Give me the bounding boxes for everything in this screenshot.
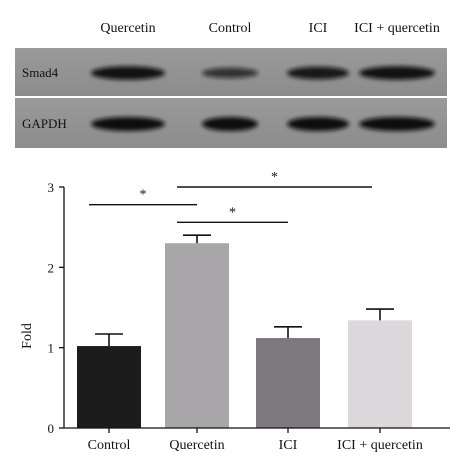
bar-ici bbox=[256, 338, 320, 428]
chart-significance-brackets: * * * bbox=[89, 170, 372, 224]
bar-control bbox=[77, 346, 141, 428]
y-tick-label: 0 bbox=[48, 421, 55, 436]
blot-row-gapdh: GAPDH bbox=[15, 98, 447, 148]
chart-bars bbox=[77, 243, 412, 428]
bar-chart: * * * 0 1 2 3 Control Quercetin ICI ICI + quercet… bbox=[20, 170, 450, 453]
x-tick-label: Control bbox=[88, 438, 131, 453]
blot-row-label: Smad4 bbox=[22, 65, 59, 80]
y-axis-label: Fold bbox=[20, 323, 35, 349]
y-tick-label: 1 bbox=[48, 341, 55, 356]
chart-axes: 0 1 2 3 Control Quercetin ICI ICI + quercetin bbox=[48, 180, 450, 453]
bar-quercetin bbox=[165, 243, 229, 428]
blot-row-smad4: Smad4 bbox=[15, 48, 447, 96]
blot-lane-label: ICI bbox=[309, 21, 328, 36]
blot-band bbox=[91, 117, 165, 131]
x-tick-label: ICI bbox=[279, 438, 298, 453]
y-tick-label: 2 bbox=[48, 260, 55, 275]
blot-band bbox=[287, 117, 349, 131]
significance-star: * bbox=[229, 205, 236, 220]
blot-lane-label: Control bbox=[209, 21, 252, 36]
blot-band bbox=[202, 67, 258, 79]
blot-rows: Smad4 GAPDH bbox=[15, 48, 447, 148]
blot-row-label: GAPDH bbox=[22, 116, 67, 131]
x-tick-label: Quercetin bbox=[169, 438, 224, 453]
chart-error-bars bbox=[95, 234, 394, 347]
significance-star: * bbox=[140, 188, 147, 203]
x-tick-label: ICI + quercetin bbox=[337, 438, 423, 453]
blot-lane-labels: Quercetin Control ICI ICI + quercetin bbox=[100, 21, 439, 36]
western-blot-panel: Quercetin Control ICI ICI + quercetin Smad4… bbox=[15, 21, 447, 148]
blot-band bbox=[359, 66, 435, 80]
blot-band bbox=[91, 66, 165, 80]
y-tick-label: 3 bbox=[48, 180, 55, 195]
blot-band bbox=[202, 117, 258, 131]
bar-ici-quercetin bbox=[348, 320, 412, 428]
blot-band bbox=[287, 66, 349, 80]
blot-lane-label: Quercetin bbox=[100, 21, 155, 36]
blot-band bbox=[359, 117, 435, 131]
significance-star: * bbox=[271, 170, 278, 185]
blot-lane-label: ICI + quercetin bbox=[354, 21, 440, 36]
